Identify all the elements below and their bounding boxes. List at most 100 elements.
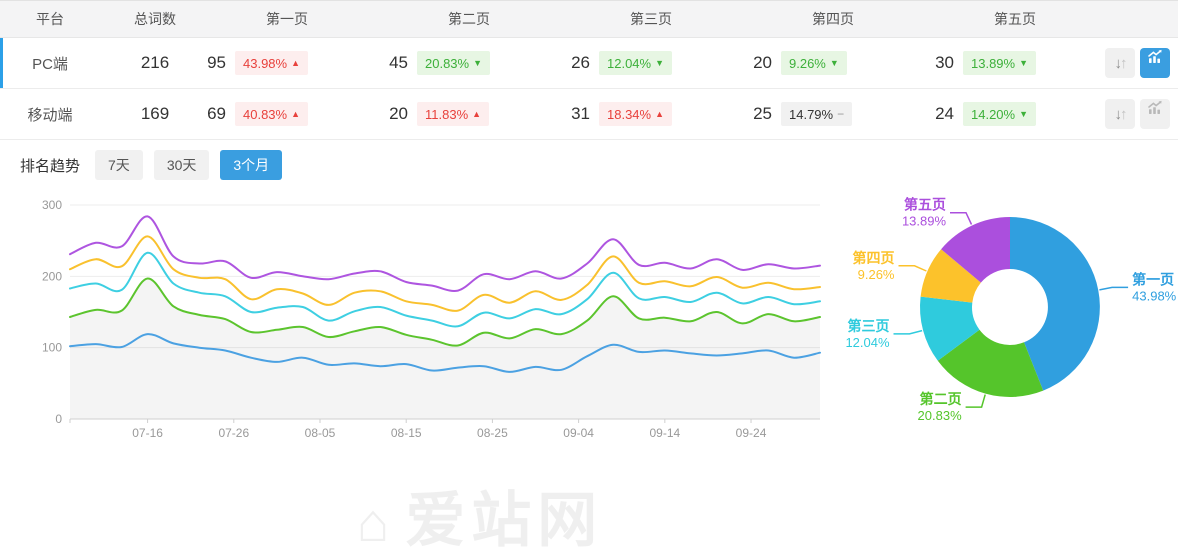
change-badge-up: 40.83% ▲ bbox=[235, 102, 309, 126]
page-count: 26 bbox=[571, 53, 590, 72]
platform-cell: 移动端 bbox=[27, 106, 73, 124]
pie-label-value-第四页: 9.26% bbox=[858, 267, 895, 282]
column-header-page-4: 第四页 bbox=[812, 11, 854, 27]
pie-slice-第五页[interactable] bbox=[941, 217, 1010, 283]
trend-up-icon: ▲ bbox=[655, 108, 665, 119]
change-percent: 11.83% bbox=[425, 106, 469, 122]
line-series-第五页累计 bbox=[69, 215, 821, 292]
arrow-up-icon: ↑ bbox=[1120, 105, 1127, 123]
change-percent: 20.83% bbox=[425, 55, 470, 71]
area-fill-under-第二页累计 bbox=[70, 278, 820, 419]
trend-chart-icon bbox=[1148, 100, 1162, 114]
page-4-cell: 25 14.79% − bbox=[753, 102, 938, 126]
arrow-up-icon: ↑ bbox=[1120, 54, 1127, 72]
row-action-buttons: ↓ ↑ bbox=[1105, 48, 1170, 78]
x-axis-label-09-04: 09-04 bbox=[563, 426, 594, 440]
y-axis-label-300: 300 bbox=[42, 198, 62, 212]
trend-flat-icon: − bbox=[837, 107, 845, 121]
x-axis-label-08-25: 08-25 bbox=[477, 426, 508, 440]
line-series-第一页 bbox=[69, 333, 821, 373]
pie-label-name-第二页: 第二页 bbox=[920, 391, 962, 407]
table-header-row: 平台 总词数 第一页 第二页 第三页 第四页 第五页 bbox=[0, 1, 1178, 38]
page-2-cell: 45 20.83% ▼ bbox=[389, 51, 574, 75]
pie-leader-line-第三页 bbox=[893, 329, 923, 335]
pie-slice-第二页[interactable] bbox=[937, 329, 1044, 397]
x-axis-label-07-16: 07-16 bbox=[132, 426, 163, 440]
table-row-pc[interactable]: PC端 216 95 43.98% ▲ 45 20.83% ▼ 26 12.04% ▼ 20 9.26%… bbox=[0, 38, 1178, 89]
tab-7d[interactable]: 7天 bbox=[95, 150, 143, 180]
page-1-cell: 95 43.98% ▲ bbox=[207, 51, 392, 75]
watermark: ⌂ 爱站网 bbox=[290, 472, 670, 559]
page-3-cell: 26 12.04% ▼ bbox=[571, 51, 756, 75]
change-badge-down: 14.20% ▼ bbox=[963, 102, 1037, 126]
x-axis-label-08-05: 08-05 bbox=[305, 426, 336, 440]
pie-label-value-第二页: 20.83% bbox=[918, 408, 963, 423]
trend-up-icon: ▲ bbox=[291, 108, 301, 119]
change-badge-flat: 14.79% − bbox=[781, 102, 853, 126]
trend-chart-icon bbox=[1148, 49, 1162, 63]
sort-updown-button[interactable]: ↓ ↑ bbox=[1105, 99, 1135, 129]
trend-up-icon: ▲ bbox=[291, 57, 301, 68]
change-percent: 14.20% bbox=[971, 106, 1016, 122]
column-header-page-3: 第三页 bbox=[630, 11, 672, 27]
change-badge-down: 9.26% ▼ bbox=[781, 51, 847, 75]
pie-leader-line-第五页 bbox=[950, 211, 973, 225]
change-percent: 13.89% bbox=[971, 55, 1016, 71]
change-percent: 12.04% bbox=[607, 55, 652, 71]
total-words-cell: 169 bbox=[140, 104, 170, 123]
page-count: 45 bbox=[389, 53, 408, 72]
table-row-mobile[interactable]: 移动端 169 69 40.83% ▲ 20 11.83% ▲ 31 18.34% ▲ 25 14.79… bbox=[0, 89, 1178, 140]
column-header-platform: 平台 bbox=[36, 11, 64, 27]
x-axis-label-07-26: 07-26 bbox=[218, 426, 249, 440]
page-count: 24 bbox=[935, 104, 954, 123]
column-header-page-1: 第一页 bbox=[266, 11, 308, 27]
trend-line-chart: 0 100 200 300 07-16 07-26 08-05 08-15 08-25 09-04… bbox=[42, 198, 821, 440]
page-count: 69 bbox=[207, 104, 226, 123]
pie-slice-第一页[interactable] bbox=[1010, 217, 1100, 391]
pie-leader-line-第二页 bbox=[965, 394, 986, 408]
page-count: 20 bbox=[389, 104, 408, 123]
trend-down-icon: ▼ bbox=[1019, 108, 1029, 119]
page-3-cell: 31 18.34% ▲ bbox=[571, 102, 756, 126]
pie-slice-第四页[interactable] bbox=[920, 249, 981, 303]
ranking-table-body: PC端 216 95 43.98% ▲ 45 20.83% ▼ 26 12.04% ▼ 20 9.26%… bbox=[0, 38, 1178, 140]
line-series-第三页累计 bbox=[69, 251, 821, 328]
column-header-total-words: 总词数 bbox=[134, 11, 176, 27]
trend-toolbar: 排名趋势 7天 30天 3个月 bbox=[0, 140, 1178, 190]
sort-updown-button[interactable]: ↓ ↑ bbox=[1105, 48, 1135, 78]
page-5-cell: 30 13.89% ▼ bbox=[935, 51, 1120, 75]
trend-chart-button[interactable] bbox=[1140, 48, 1170, 78]
line-series-第二页累计 bbox=[69, 277, 821, 347]
pie-label-value-第五页: 13.89% bbox=[902, 214, 947, 229]
trend-down-icon: ▼ bbox=[829, 57, 839, 68]
pie-label-name-第三页: 第三页 bbox=[848, 318, 890, 334]
pie-leader-line-第四页 bbox=[898, 265, 927, 272]
pie-label-name-第一页: 第一页 bbox=[1132, 271, 1174, 287]
column-header-page-5: 第五页 bbox=[994, 11, 1036, 27]
trend-down-icon: ▼ bbox=[473, 57, 483, 68]
page-4-cell: 20 9.26% ▼ bbox=[753, 51, 938, 75]
y-axis-label-100: 100 bbox=[42, 341, 62, 355]
trend-section-title: 排名趋势 bbox=[20, 157, 81, 175]
trend-chart-button[interactable] bbox=[1140, 99, 1170, 129]
line-series-第四页累计 bbox=[69, 235, 821, 312]
tab-30d[interactable]: 30天 bbox=[153, 150, 210, 180]
change-badge-down: 20.83% ▼ bbox=[417, 51, 491, 75]
page-count: 95 bbox=[207, 53, 226, 72]
change-badge-down: 12.04% ▼ bbox=[599, 51, 673, 75]
page-count: 20 bbox=[753, 53, 772, 72]
trend-up-icon: ▲ bbox=[472, 108, 482, 119]
change-percent: 40.83% bbox=[243, 106, 288, 122]
platform-cell: PC端 bbox=[32, 55, 68, 73]
pie-leader-line-第一页 bbox=[1099, 286, 1129, 291]
tab-3m[interactable]: 3个月 bbox=[220, 150, 283, 180]
change-percent: 9.26% bbox=[789, 55, 826, 71]
pie-slice-第三页[interactable] bbox=[919, 296, 980, 361]
total-words-cell: 216 bbox=[140, 53, 170, 72]
y-axis-label-200: 200 bbox=[42, 269, 62, 283]
change-badge-up: 11.83% ▲ bbox=[417, 102, 490, 126]
watermark-text: 爱站网 bbox=[405, 487, 604, 554]
pie-label-value-第三页: 12.04% bbox=[845, 335, 890, 350]
trend-down-icon: ▼ bbox=[655, 57, 665, 68]
